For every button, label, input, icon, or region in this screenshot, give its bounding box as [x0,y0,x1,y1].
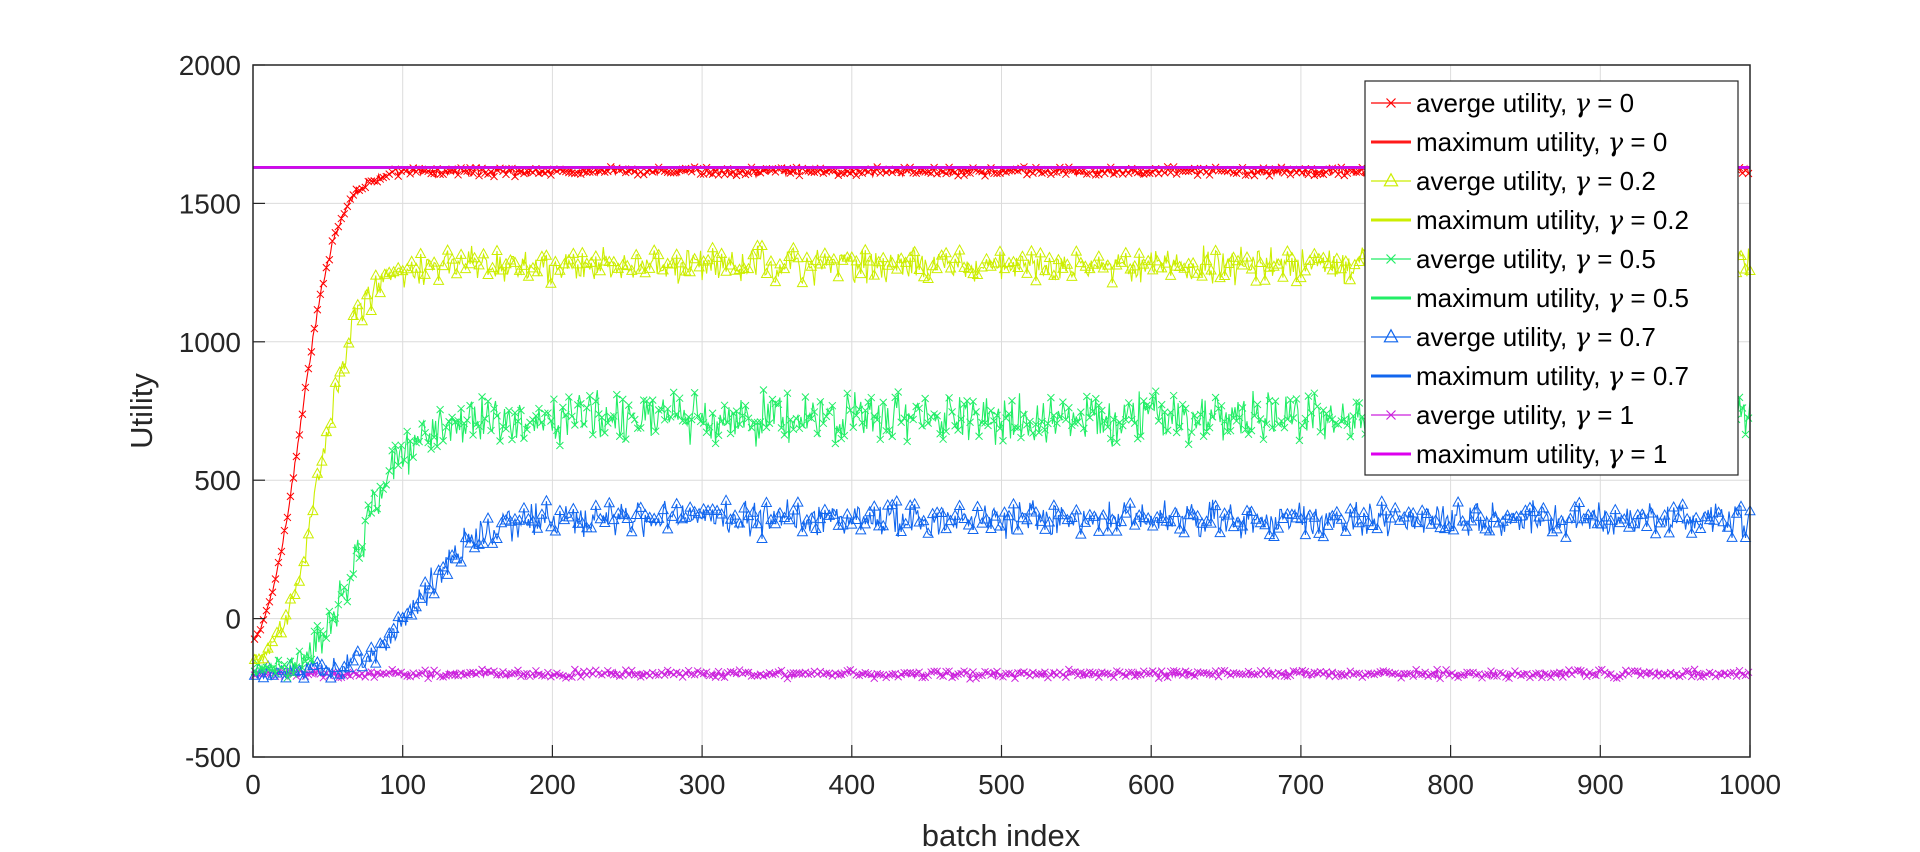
x-tick-label: 900 [1577,769,1624,800]
series-markers [248,494,1756,683]
legend-item: maximum utility, γ = 0.7 [1371,361,1689,392]
legend-item: averge utility, γ = 0.5 [1371,244,1656,275]
legend-item: maximum utility, γ = 0.5 [1371,283,1689,314]
x-tick-label: 300 [679,769,726,800]
x-axis-label: batch index [922,818,1081,852]
x-tick-label: 600 [1128,769,1175,800]
legend-item: maximum utility, γ = 1 [1371,439,1667,470]
legend-marker [1386,98,1396,108]
legend-label: maximum utility, γ = 0.7 [1416,361,1689,392]
legend-label: averge utility, γ = 0.7 [1416,322,1656,353]
y-tick-label: 1000 [179,327,241,358]
legend-item: averge utility, γ = 1 [1371,400,1634,431]
legend-marker [1386,410,1396,420]
x-tick-label: 1000 [1719,769,1781,800]
legend-label: maximum utility, γ = 0 [1416,127,1667,158]
x-tick-label: 500 [978,769,1025,800]
legend-item: maximum utility, γ = 0 [1371,127,1667,158]
x-tick-label: 800 [1427,769,1474,800]
legend-item: maximum utility, γ = 0.2 [1371,205,1689,236]
legend-item: averge utility, γ = 0 [1371,88,1634,119]
x-tick-label: 200 [529,769,576,800]
legend-label: averge utility, γ = 0.5 [1416,244,1656,275]
legend-item: averge utility, γ = 0.7 [1371,322,1656,353]
y-tick-label: 2000 [179,50,241,81]
legend-label: averge utility, γ = 1 [1416,400,1634,431]
legend-label: maximum utility, γ = 1 [1416,439,1667,470]
x-tick-label: 0 [245,769,261,800]
x-tick-label: 400 [828,769,875,800]
legend-marker [1383,172,1399,187]
legend-label: averge utility, γ = 0.2 [1416,166,1656,197]
ticks: 0 100 200 300 400 500 600 700 800 900 1000-5000500… [179,50,1781,800]
legend-label: averge utility, γ = 0 [1416,88,1634,119]
legend-marker [1383,328,1399,343]
y-axis-label: Utility [124,373,159,449]
legend-item: averge utility, γ = 0.2 [1371,166,1656,197]
y-tick-label: 0 [225,604,241,635]
x-tick-label: 100 [379,769,426,800]
legend-box [1364,80,1739,476]
legend: averge utility, γ = 0 maximum utility, γ … [1364,80,1739,476]
legend-marker [1386,254,1396,264]
legend-label: maximum utility, γ = 0.2 [1416,205,1689,236]
y-tick-label: 1500 [179,188,241,219]
y-tick-label: -500 [185,742,241,773]
legend-label: maximum utility, γ = 0.5 [1416,283,1689,314]
x-tick-label: 700 [1278,769,1325,800]
series-average-6 [248,494,1756,683]
y-tick-label: 500 [194,465,241,496]
series-line [253,499,1751,681]
